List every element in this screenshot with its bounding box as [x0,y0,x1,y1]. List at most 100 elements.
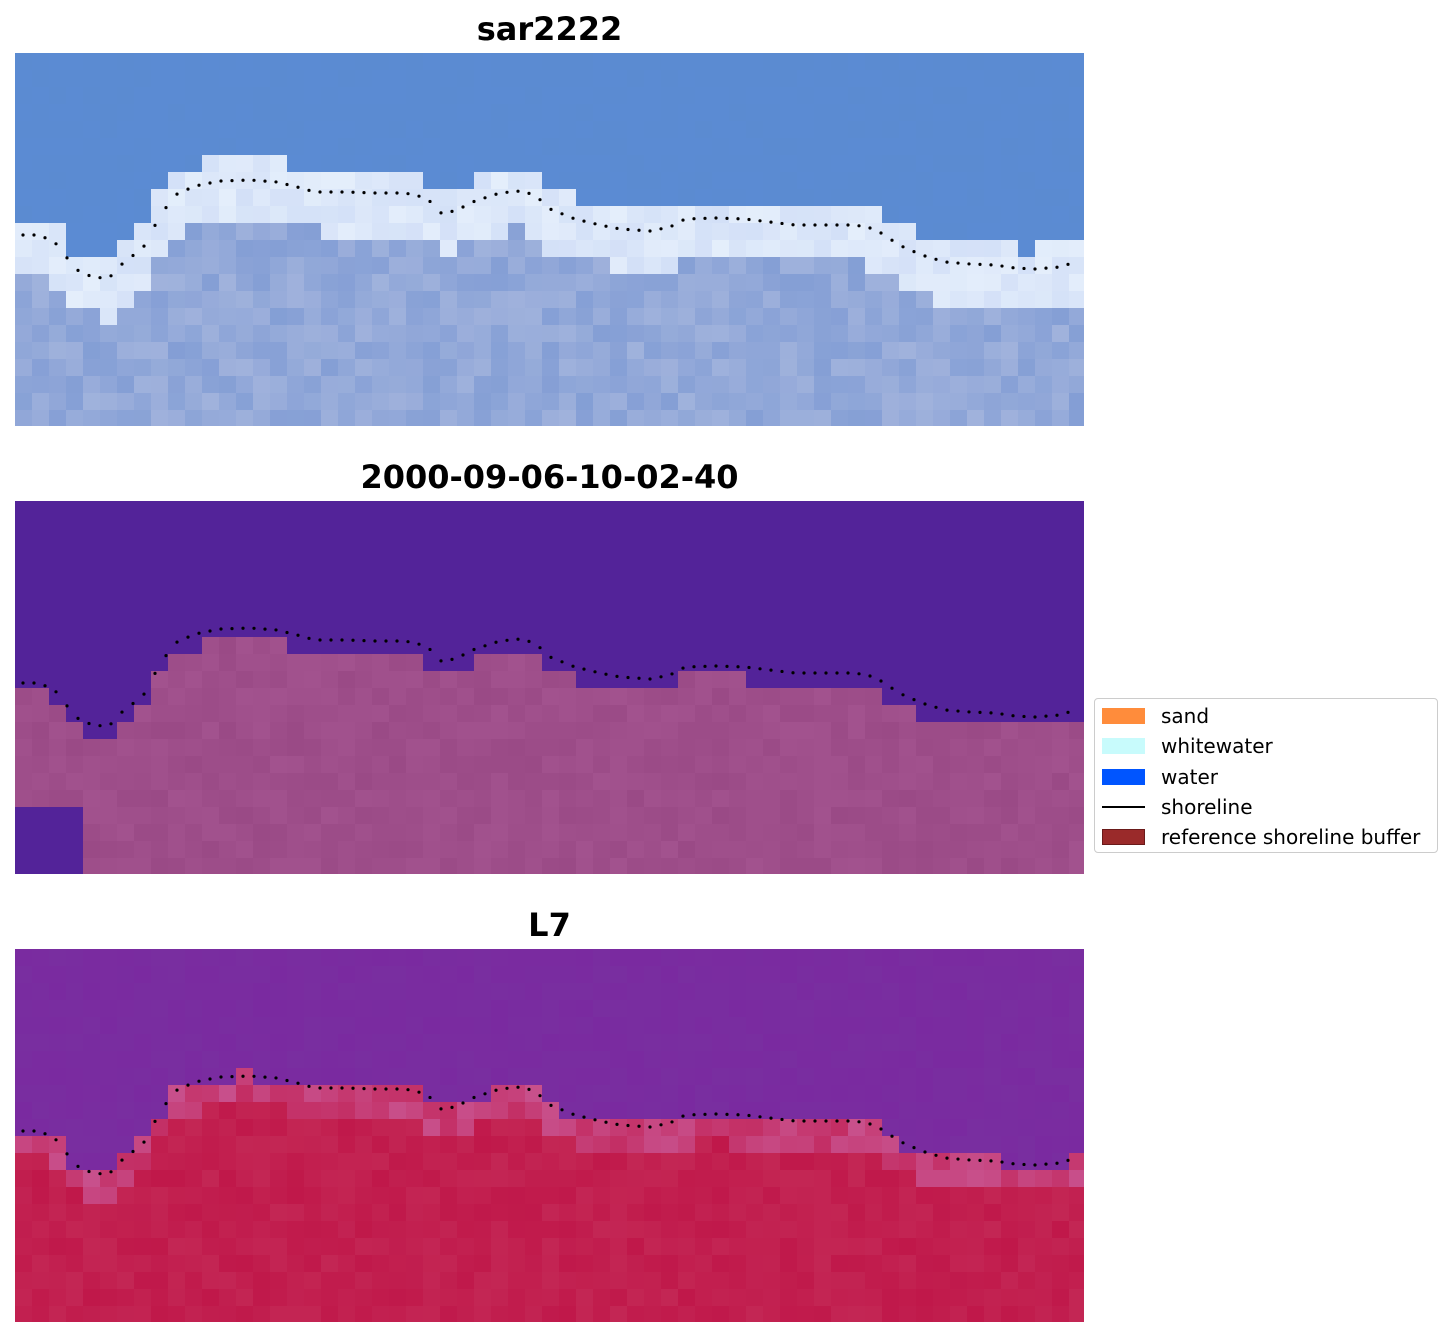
image-pixel [389,756,406,773]
image-pixel [865,410,882,426]
image-pixel [576,552,593,569]
image-pixel [525,70,542,87]
image-pixel [831,739,848,756]
image-pixel [814,586,831,603]
image-pixel [1069,501,1084,518]
image-pixel [576,172,593,189]
image-pixel [763,206,780,223]
image-pixel [678,1153,695,1170]
image-pixel [66,1085,83,1102]
image-pixel [763,654,780,671]
image-pixel [746,790,763,807]
image-pixel [168,1170,185,1187]
image-pixel [457,1051,474,1068]
image-pixel [950,790,967,807]
image-pixel [882,983,899,1000]
image-pixel [338,53,355,70]
image-pixel [678,1051,695,1068]
image-pixel [15,240,32,257]
image-pixel [219,535,236,552]
image-pixel [831,620,848,637]
image-pixel [321,756,338,773]
image-pixel [797,1034,814,1051]
image-pixel [763,1221,780,1238]
image-pixel [644,1119,661,1136]
image-pixel [372,1187,389,1204]
image-pixel [508,586,525,603]
image-pixel [338,569,355,586]
image-pixel [831,1119,848,1136]
image-pixel [1069,274,1084,291]
image-pixel [933,1204,950,1221]
image-pixel [474,1221,491,1238]
image-pixel [151,87,168,104]
image-pixel [406,1170,423,1187]
shoreline-point [439,211,443,215]
image-pixel [1018,671,1035,688]
image-pixel [525,671,542,688]
image-pixel [423,274,440,291]
image-pixel [508,705,525,722]
image-pixel [304,240,321,257]
image-pixel [134,739,151,756]
image-pixel [525,87,542,104]
image-pixel [610,189,627,206]
image-pixel [202,138,219,155]
image-pixel [49,155,66,172]
image-pixel [202,87,219,104]
image-pixel [593,841,610,858]
image-pixel [746,1034,763,1051]
image-pixel [746,70,763,87]
shoreline-point [43,1132,47,1136]
image-pixel [678,966,695,983]
image-pixel [406,705,423,722]
image-pixel [933,1272,950,1289]
image-pixel [321,104,338,121]
image-pixel [1018,1289,1035,1306]
image-pixel [355,1221,372,1238]
image-pixel [678,841,695,858]
shoreline-point [516,637,520,641]
image-pixel [593,359,610,376]
image-pixel [848,291,865,308]
image-pixel [1069,325,1084,342]
image-pixel [117,1034,134,1051]
image-pixel [1052,223,1069,240]
image-pixel [780,308,797,325]
image-pixel [1035,620,1052,637]
image-pixel [83,308,100,325]
image-pixel [423,342,440,359]
image-pixel [321,206,338,223]
image-pixel [950,1255,967,1272]
image-pixel [32,841,49,858]
image-pixel [49,1119,66,1136]
image-pixel [423,722,440,739]
image-pixel [440,773,457,790]
image-pixel [474,671,491,688]
image-pixel [219,1017,236,1034]
image-pixel [899,1187,916,1204]
image-pixel [321,1204,338,1221]
image-pixel [746,620,763,637]
image-pixel [321,172,338,189]
image-pixel [406,688,423,705]
image-pixel [746,501,763,518]
image-pixel [100,1187,117,1204]
image-pixel [763,756,780,773]
image-pixel [321,189,338,206]
image-pixel [559,858,576,874]
image-pixel [865,518,882,535]
image-pixel [525,790,542,807]
image-pixel [678,172,695,189]
image-pixel [389,291,406,308]
image-pixel [321,1102,338,1119]
image-pixel [763,138,780,155]
image-pixel [525,966,542,983]
image-pixel [423,240,440,257]
image-pixel [729,376,746,393]
image-pixel [797,1170,814,1187]
image-pixel [559,1136,576,1153]
image-pixel [661,1102,678,1119]
image-pixel [661,501,678,518]
image-pixel [1035,569,1052,586]
